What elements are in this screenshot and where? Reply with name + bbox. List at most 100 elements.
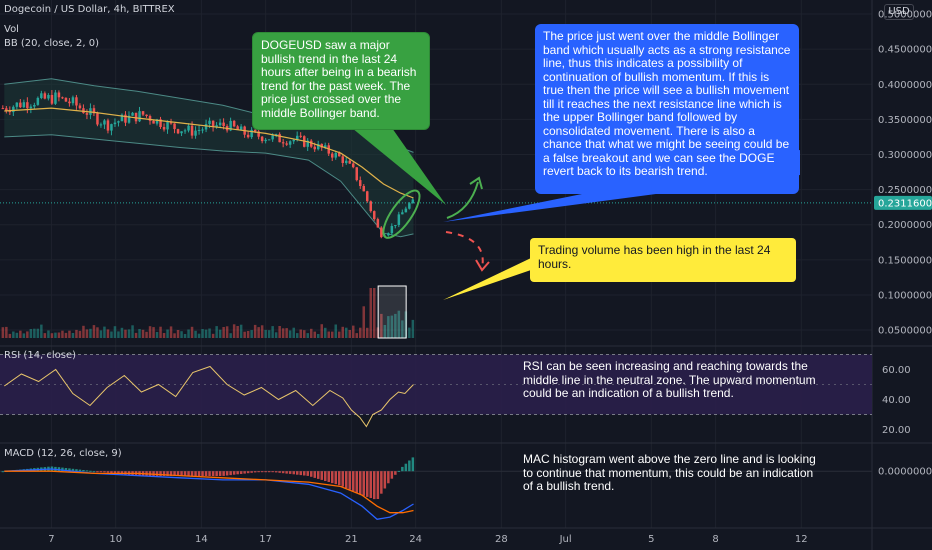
- candle-body: [15, 102, 19, 107]
- candle-body: [124, 114, 127, 123]
- volume-bar: [299, 329, 302, 338]
- macd-histogram-bar: [327, 471, 330, 482]
- volume-bar: [141, 329, 145, 338]
- candle-body: [96, 113, 99, 125]
- candle-body: [222, 122, 225, 126]
- price-tick-label: 0.05000000: [878, 326, 932, 337]
- volume-bar: [397, 310, 401, 338]
- macd-histogram-bar: [201, 471, 204, 476]
- x-tick-label: 7: [48, 534, 54, 545]
- volume-bar: [124, 329, 127, 338]
- macd-histogram-bar: [61, 467, 64, 472]
- macd-histogram-bar: [338, 471, 341, 486]
- macd-histogram-bar: [324, 471, 327, 481]
- macd-histogram-bar: [411, 457, 415, 472]
- volume-bar: [239, 324, 243, 338]
- volume-bar: [5, 326, 8, 338]
- candle-body: [54, 92, 57, 104]
- volume-bar: [345, 327, 348, 338]
- macd-histogram-bar: [232, 471, 236, 475]
- candle-body: [183, 130, 187, 132]
- volume-bar: [29, 329, 33, 338]
- candle-body: [110, 124, 113, 131]
- candle-body: [397, 214, 401, 225]
- volume-bar: [15, 332, 19, 338]
- candle-body: [218, 122, 222, 126]
- volume-bar: [253, 324, 257, 338]
- rsi-label: RSI (14, close): [4, 350, 77, 361]
- volume-bar: [92, 325, 96, 338]
- macd-histogram-bar: [278, 471, 281, 473]
- macd-histogram-bar: [355, 471, 358, 493]
- macd-histogram-bar: [243, 471, 246, 474]
- macd-label: MACD (12, 26, close, 9): [4, 448, 122, 459]
- candle-body: [47, 95, 50, 99]
- volume-bar: [50, 333, 54, 338]
- candle-body: [12, 106, 15, 113]
- candle-body: [166, 121, 169, 130]
- rsi-note: RSI can be seen increasing and reaching …: [523, 359, 816, 400]
- candle-body: [1, 108, 5, 110]
- candle-body: [401, 212, 404, 215]
- macd-histogram-bar: [187, 471, 190, 476]
- macd-histogram-bar: [225, 471, 229, 476]
- volume-bar: [401, 320, 404, 338]
- candle-body: [246, 134, 250, 138]
- bearish-path-arrow: [445, 231, 484, 269]
- candle-body: [145, 114, 148, 116]
- candle-body: [310, 140, 313, 147]
- macd-histogram-bar: [89, 470, 92, 472]
- candle-body: [411, 199, 415, 204]
- currency-button[interactable]: USD: [884, 4, 914, 20]
- macd-histogram-bar: [296, 471, 299, 475]
- volume-bar: [57, 332, 61, 338]
- macd-histogram-bar: [75, 469, 78, 472]
- macd-histogram-bar: [253, 471, 257, 473]
- volume-bar: [110, 331, 113, 338]
- volume-highlight-box: [377, 285, 407, 339]
- macd-histogram-bar: [274, 471, 278, 473]
- macd-histogram-bar: [71, 468, 75, 472]
- volume-bar: [327, 331, 330, 338]
- x-tick-label: 17: [259, 534, 272, 545]
- candle-body: [5, 108, 8, 111]
- rsi-tick-label: 60.00: [882, 365, 911, 376]
- green-callout: DOGEUSD saw a major bullish trend in the…: [252, 32, 430, 130]
- macd-histogram-bar: [267, 471, 271, 473]
- bearish-arrowhead: [475, 259, 490, 272]
- rsi-line: [4, 365, 414, 428]
- volume-bar: [194, 330, 197, 338]
- x-tick-label: 5: [648, 534, 654, 545]
- volume-bar: [348, 330, 351, 338]
- volume-bar: [267, 330, 271, 338]
- macd-histogram-bar: [190, 471, 194, 476]
- volume-bar: [36, 328, 40, 338]
- candle-body: [296, 135, 299, 140]
- candle-body: [103, 120, 106, 125]
- volume-bar: [225, 326, 229, 338]
- candle-body: [61, 97, 64, 99]
- macd-histogram-bar: [352, 471, 355, 492]
- candle-body: [232, 120, 236, 127]
- macd-histogram-bar: [362, 471, 365, 496]
- macd-histogram-bar: [183, 471, 187, 476]
- yellow-callout-pointer: [443, 258, 531, 300]
- macd-histogram-bar: [397, 470, 401, 472]
- volume-bar: [246, 331, 250, 338]
- volume-bar: [43, 333, 47, 338]
- candle-body: [148, 116, 152, 121]
- volume-bar: [250, 330, 253, 338]
- volume-bar: [152, 327, 155, 338]
- volume-bar: [33, 328, 36, 338]
- volume-bar: [204, 329, 208, 338]
- volume-bar: [271, 326, 274, 338]
- macd-histogram-bar: [103, 471, 106, 473]
- candle-body: [341, 156, 344, 163]
- candle-body: [204, 124, 208, 130]
- volume-bar: [215, 326, 218, 338]
- candle-body: [306, 140, 309, 147]
- candle-body: [324, 145, 327, 148]
- volume-bar: [296, 333, 299, 338]
- macd-histogram-bar: [366, 471, 369, 497]
- candle-body: [408, 203, 411, 209]
